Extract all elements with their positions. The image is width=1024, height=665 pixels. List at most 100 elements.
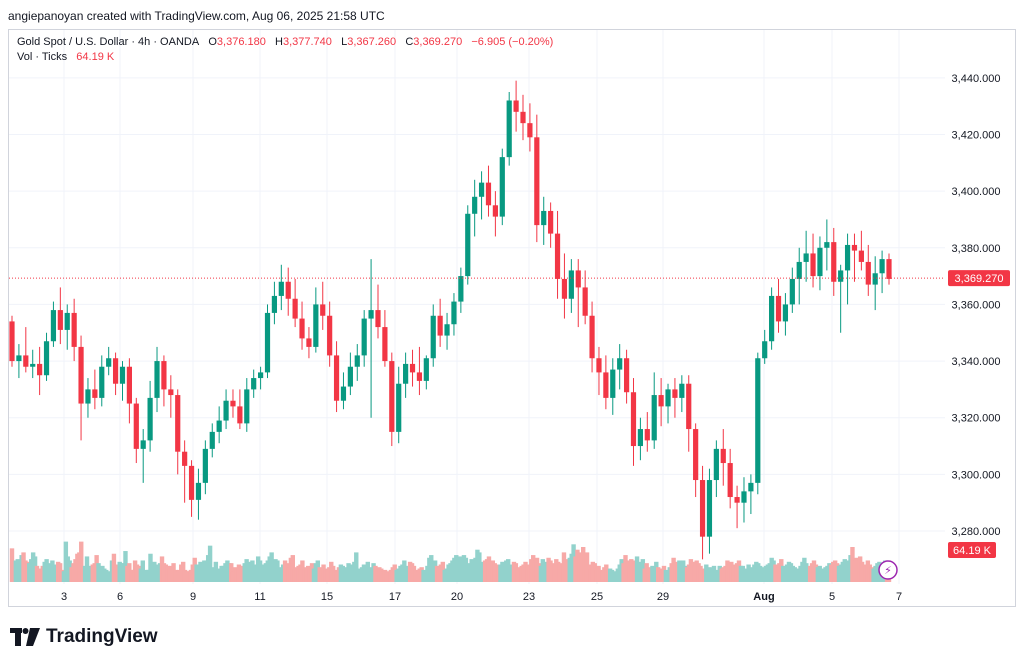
candle-body[interactable]: [306, 338, 312, 347]
candle-body[interactable]: [444, 324, 450, 336]
candle-body[interactable]: [658, 395, 664, 407]
candle-body[interactable]: [492, 205, 498, 217]
candle-body[interactable]: [333, 355, 340, 401]
candle-body[interactable]: [140, 440, 146, 449]
candle-body[interactable]: [188, 465, 195, 500]
candle-body[interactable]: [831, 242, 837, 282]
candle-body[interactable]: [195, 482, 202, 500]
candle-body[interactable]: [85, 389, 91, 404]
candle-body[interactable]: [693, 429, 699, 481]
candle-body[interactable]: [610, 369, 616, 398]
candle-body[interactable]: [672, 389, 678, 398]
candle-body[interactable]: [596, 358, 602, 373]
candle-body[interactable]: [154, 361, 160, 398]
candle-body[interactable]: [216, 420, 222, 432]
candle-body[interactable]: [37, 363, 43, 376]
candle-body[interactable]: [568, 270, 574, 299]
candle-body[interactable]: [161, 361, 167, 390]
candle-body[interactable]: [112, 358, 119, 384]
candle-body[interactable]: [409, 363, 416, 373]
candle-body[interactable]: [741, 491, 747, 503]
candle-body[interactable]: [71, 312, 77, 347]
candle-body[interactable]: [527, 123, 533, 138]
candle-body[interactable]: [824, 242, 830, 248]
candle-body[interactable]: [748, 482, 754, 492]
candle-body[interactable]: [644, 429, 650, 441]
candle-body[interactable]: [679, 383, 685, 398]
candle-body[interactable]: [886, 259, 892, 279]
candle-body[interactable]: [9, 321, 15, 362]
volume-label[interactable]: Vol · Ticks: [17, 51, 68, 63]
candle-body[interactable]: [126, 366, 132, 404]
candle-body[interactable]: [23, 355, 29, 367]
candle-body[interactable]: [416, 372, 423, 381]
candle-body[interactable]: [43, 341, 50, 376]
candle-body[interactable]: [327, 315, 333, 356]
candle-body[interactable]: [769, 295, 775, 342]
candle-body[interactable]: [99, 366, 105, 398]
events-button[interactable]: [878, 560, 898, 580]
candle-body[interactable]: [775, 295, 782, 322]
candle-body[interactable]: [541, 210, 547, 226]
candle-body[interactable]: [182, 451, 188, 466]
candle-body[interactable]: [320, 304, 326, 316]
candle-body[interactable]: [713, 448, 719, 481]
candle-body[interactable]: [437, 315, 443, 336]
candle-body[interactable]: [513, 100, 519, 112]
tradingview-logo[interactable]: TradingView: [10, 626, 158, 648]
candle-body[interactable]: [340, 386, 347, 401]
candle-body[interactable]: [665, 389, 671, 407]
candle-body[interactable]: [686, 383, 692, 430]
candle-body[interactable]: [865, 261, 871, 285]
candle-body[interactable]: [630, 392, 637, 447]
candle-body[interactable]: [403, 363, 409, 384]
candle-body[interactable]: [244, 389, 250, 424]
candle-body[interactable]: [285, 281, 291, 299]
candle-body[interactable]: [430, 315, 436, 359]
candle-body[interactable]: [803, 253, 809, 262]
candle-body[interactable]: [423, 358, 429, 381]
candle-body[interactable]: [465, 213, 471, 277]
candle-body[interactable]: [30, 363, 36, 367]
candle-body[interactable]: [50, 310, 57, 342]
symbol-label[interactable]: Gold Spot / U.S. Dollar · 4h · OANDA: [17, 36, 200, 48]
candle-body[interactable]: [119, 366, 126, 384]
candle-body[interactable]: [382, 327, 388, 362]
candle-body[interactable]: [78, 346, 84, 404]
candle-body[interactable]: [858, 250, 864, 262]
candle-body[interactable]: [762, 341, 768, 359]
candle-body[interactable]: [844, 244, 851, 271]
candle-body[interactable]: [175, 395, 181, 452]
candle-body[interactable]: [230, 400, 236, 407]
candle-body[interactable]: [782, 304, 789, 322]
candle-body[interactable]: [548, 210, 554, 234]
candle-body[interactable]: [485, 182, 492, 206]
candle-body[interactable]: [851, 244, 858, 251]
candle-body[interactable]: [796, 261, 802, 279]
candle-body[interactable]: [278, 281, 284, 296]
candle-body[interactable]: [237, 406, 243, 424]
candle-body[interactable]: [623, 358, 630, 393]
candle-body[interactable]: [637, 429, 644, 447]
candle-body[interactable]: [554, 233, 561, 279]
candle-body[interactable]: [727, 463, 733, 498]
candle-body[interactable]: [64, 312, 70, 330]
candle-body[interactable]: [16, 355, 22, 362]
candle-body[interactable]: [734, 497, 740, 503]
candle-body[interactable]: [699, 480, 706, 537]
candle-body[interactable]: [251, 378, 257, 390]
candle-body[interactable]: [478, 182, 485, 197]
candle-body[interactable]: [603, 372, 609, 398]
candle-body[interactable]: [520, 111, 526, 124]
candle-body[interactable]: [789, 278, 795, 305]
candle-body[interactable]: [451, 301, 457, 325]
candle-body[interactable]: [347, 366, 353, 387]
candle-body[interactable]: [506, 100, 512, 158]
candle-body[interactable]: [561, 278, 568, 299]
candle-body[interactable]: [838, 270, 844, 282]
candle-body[interactable]: [499, 157, 505, 217]
candle-body[interactable]: [575, 270, 581, 288]
candle-body[interactable]: [209, 431, 215, 449]
candle-body[interactable]: [817, 247, 823, 277]
candle-body[interactable]: [202, 448, 208, 483]
